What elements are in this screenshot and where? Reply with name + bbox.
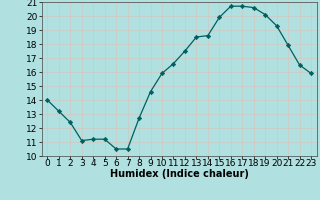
X-axis label: Humidex (Indice chaleur): Humidex (Indice chaleur): [110, 169, 249, 179]
